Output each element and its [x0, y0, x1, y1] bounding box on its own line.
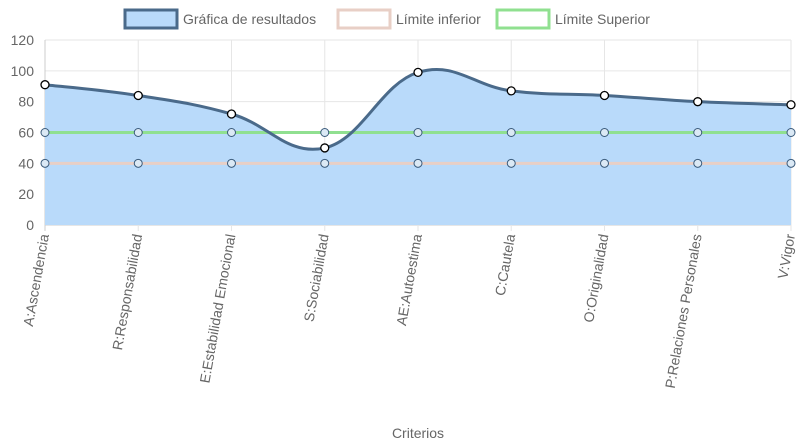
y-tick-label: 100 — [11, 63, 35, 79]
limite-superior-point[interactable] — [693, 128, 703, 137]
limite-superior-point[interactable] — [600, 128, 609, 137]
limite-inferior-point[interactable] — [600, 158, 609, 168]
legend-label: Límite inferior — [396, 11, 481, 27]
grafica-de-resultados-point[interactable] — [786, 100, 796, 110]
legend-label: Límite Superior — [555, 11, 650, 27]
limite-inferior-point[interactable] — [693, 158, 703, 168]
limite-superior-point[interactable] — [133, 128, 143, 137]
limite-inferior-point[interactable] — [320, 158, 330, 168]
y-tick-label: 80 — [18, 94, 34, 110]
limite-superior-point[interactable] — [40, 128, 50, 137]
grafica-de-resultados-point[interactable] — [226, 109, 237, 119]
grafica-de-resultados-point[interactable] — [320, 143, 330, 153]
legend-label: Gráfica de resultados — [183, 11, 316, 27]
y-tick-label: 60 — [18, 125, 34, 141]
y-tick-label: 40 — [18, 155, 34, 171]
limite-superior-point[interactable] — [786, 128, 796, 137]
legend-item-limite-inferior[interactable]: Límite inferior — [336, 8, 481, 30]
y-tick-label: 20 — [18, 186, 34, 202]
x-axis-title: Criterios — [392, 425, 444, 441]
x-axis-ticks: A:Ascendencia R:Responsabilidad E:Estabili… — [20, 232, 796, 389]
x-tick-label: AE:Autoestima — [393, 233, 425, 327]
x-tick-label: R:Responsabilidad — [109, 233, 145, 352]
limite-inferior-point[interactable] — [133, 158, 143, 168]
x-tick-label: P:Relaciones Personales — [662, 233, 705, 390]
area-fills — [45, 69, 791, 225]
legend-swatch — [123, 8, 179, 30]
x-tick-label: E:Estabilidad Emocional — [196, 233, 238, 384]
x-tick-label: O:Originalidad — [580, 233, 611, 324]
x-tick-label: S:Sociabilidad — [301, 233, 332, 323]
limite-inferior-point[interactable] — [40, 158, 50, 168]
grafica-de-resultados-point[interactable] — [599, 90, 610, 101]
grafica-de-resultados-point[interactable] — [40, 80, 50, 90]
x-tick-label: A:Ascendencia — [20, 233, 52, 328]
grafica-de-resultados-point[interactable] — [413, 67, 423, 78]
grafica-de-resultados-area — [45, 69, 791, 225]
limite-inferior-point[interactable] — [506, 158, 516, 168]
grafica-de-resultados-point[interactable] — [693, 97, 703, 107]
limite-inferior-point[interactable] — [786, 158, 796, 168]
data-points — [40, 67, 796, 168]
limite-superior-point[interactable] — [413, 128, 423, 137]
limite-superior-point[interactable] — [320, 128, 330, 137]
legend: Gráfica de resultados Límite inferior Lími… — [123, 8, 650, 30]
legend-item-limite-superior[interactable]: Límite Superior — [495, 8, 650, 30]
limite-inferior-point[interactable] — [413, 158, 423, 168]
y-tick-label: 0 — [26, 217, 34, 233]
legend-swatch — [495, 8, 551, 30]
y-tick-label: 120 — [11, 32, 35, 48]
legend-swatch — [336, 8, 392, 30]
x-tick-label: C:Cautela — [492, 233, 519, 297]
grafica-de-resultados-point[interactable] — [506, 86, 516, 96]
grafica-de-resultados-point[interactable] — [133, 90, 143, 101]
limite-superior-point[interactable] — [227, 128, 236, 137]
legend-item-grafica-de-resultados[interactable]: Gráfica de resultados — [123, 8, 316, 30]
x-tick-label: V:Vigor — [774, 232, 796, 280]
limite-inferior-point[interactable] — [227, 158, 236, 168]
y-axis-ticks: 0 20 40 60 80 100 120 — [11, 32, 35, 233]
limite-superior-point[interactable] — [506, 128, 516, 137]
